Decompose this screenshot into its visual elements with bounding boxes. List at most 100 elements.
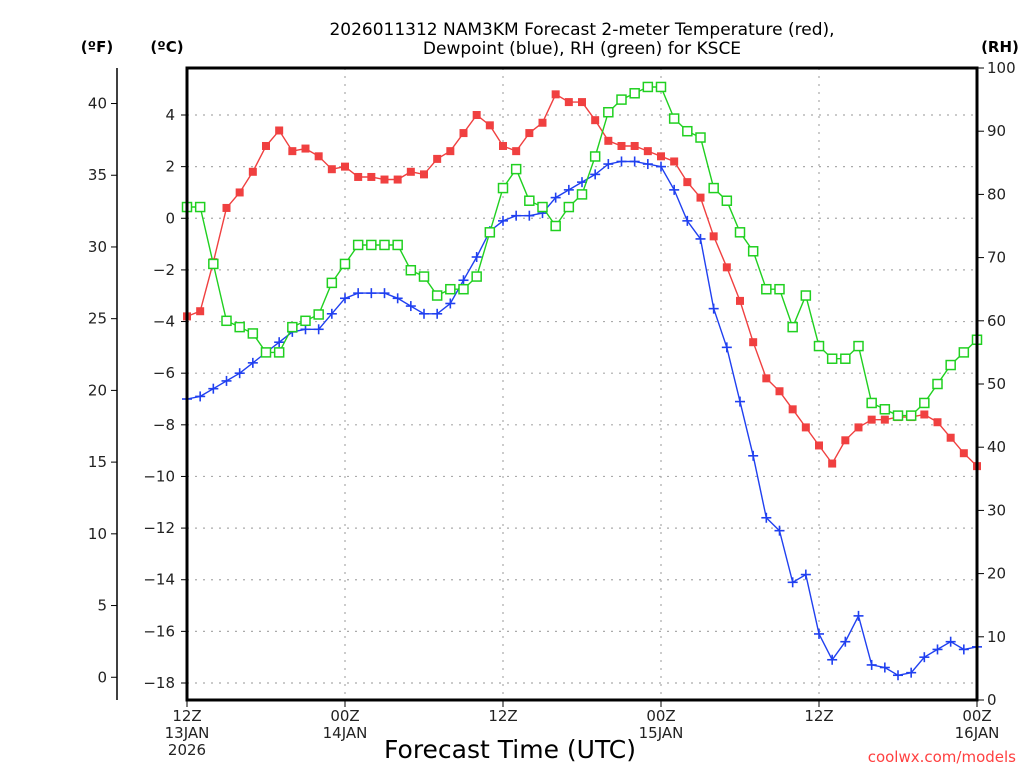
series-temperature: [183, 90, 981, 471]
dewpoint-point: [471, 252, 482, 262]
temperature-point: [327, 165, 336, 174]
temperature-point: [801, 423, 810, 432]
rh-point: [682, 125, 693, 137]
celsius-tick-label: −4: [153, 313, 175, 331]
temperature-point: [696, 193, 705, 202]
fahrenheit-tick-label: 30: [88, 238, 107, 256]
rh-point: [418, 271, 430, 282]
fahrenheit-axis: 0 5 10 15 20 25 30 35 40: [88, 68, 118, 700]
celsius-tick-label: −14: [143, 571, 175, 589]
rh-point: [221, 315, 232, 327]
temperature-point: [578, 98, 586, 107]
rh-point: [945, 359, 956, 371]
celsius-tick-label: 4: [165, 106, 175, 124]
dewpoint-point: [669, 184, 680, 195]
dewpoint-point: [577, 177, 587, 188]
rh-point: [208, 258, 219, 270]
temperature-point: [828, 459, 837, 468]
dewpoint-point: [247, 357, 258, 368]
temperature-point: [538, 118, 547, 127]
temperature-point: [380, 175, 389, 184]
temperature-point: [788, 405, 797, 414]
dewpoint-point: [392, 293, 403, 304]
rh-point: [642, 81, 654, 93]
dewpoint-point: [405, 301, 416, 312]
temperature-point: [393, 175, 402, 184]
rh-point: [458, 283, 469, 295]
rh-point: [287, 321, 298, 333]
rh-point: [905, 410, 917, 421]
rh-point: [339, 258, 351, 270]
rh-point: [853, 340, 864, 352]
rh-point: [892, 410, 904, 421]
rh-tick-label: 70: [987, 249, 1006, 267]
temperature-point: [288, 147, 297, 156]
dewpoint-point: [840, 636, 851, 647]
dewpoint-point: [445, 298, 456, 309]
temperature-point: [920, 410, 929, 419]
x-tick-label: 16JAN: [955, 724, 1000, 742]
celsius-tick-label: −6: [153, 364, 175, 382]
rh-point: [800, 290, 812, 301]
dewpoint-point: [958, 644, 969, 655]
temperature-point: [854, 423, 863, 432]
temperature-point: [959, 449, 968, 458]
temperature-point: [512, 147, 521, 156]
celsius-tick-label: 2: [165, 158, 175, 176]
rh-point: [524, 195, 535, 206]
dewpoint-point: [774, 525, 785, 536]
rh-point: [510, 163, 522, 175]
celsius-tick-label: −16: [143, 622, 175, 640]
x-axis-title: Forecast Time (UTC): [384, 735, 636, 764]
temperature-point: [446, 147, 455, 156]
rh-point: [695, 132, 706, 143]
temperature-point: [736, 296, 744, 305]
rh-tick-label: 50: [987, 375, 1006, 393]
rh-point: [563, 201, 575, 213]
dewpoint-point: [708, 303, 719, 314]
temperature-point: [749, 338, 758, 347]
rh-point: [879, 404, 891, 415]
fahrenheit-tick-label: 10: [88, 525, 107, 543]
x-tick-label: 15JAN: [639, 724, 684, 742]
dewpoint-point: [563, 184, 574, 195]
dewpoint-point: [590, 169, 601, 180]
rh-point: [326, 277, 338, 289]
dewpoint-point: [616, 156, 627, 167]
dewpoint-point: [550, 192, 561, 203]
temperature-point: [841, 436, 850, 445]
temperature-point: [248, 167, 257, 176]
dewpoint-point: [879, 662, 890, 673]
dewpoint-point: [656, 161, 666, 172]
series-dewpoint: [182, 156, 982, 681]
rh-point: [721, 195, 733, 206]
rh-point: [550, 220, 561, 232]
temperature-point: [762, 374, 771, 383]
celsius-axis-label: (ºC): [150, 38, 183, 56]
temperature-point: [222, 203, 231, 212]
rh-point: [734, 227, 746, 238]
dewpoint-point: [853, 610, 864, 621]
rh-point: [826, 353, 838, 364]
dewpoint-point: [695, 233, 706, 244]
rh-tick-label: 20: [987, 565, 1006, 583]
rh-point: [576, 189, 588, 200]
dewpoint-line: [186, 160, 978, 677]
x-tick-label: 12Z: [804, 707, 833, 725]
rh-point: [445, 283, 456, 295]
temperature-point: [643, 147, 652, 156]
temperature-point: [933, 418, 942, 427]
temperature-point: [670, 157, 679, 166]
temperature-point: [564, 98, 573, 107]
temperature-point: [867, 415, 876, 424]
dewpoint-point: [340, 293, 350, 304]
rh-point: [484, 227, 496, 238]
dewpoint-point: [932, 644, 943, 655]
dewpoint-point: [735, 396, 745, 407]
dewpoint-point: [458, 275, 469, 286]
temperature-point: [354, 172, 363, 181]
rh-tick-label: 80: [987, 185, 1006, 203]
fahrenheit-axis-label: (ºF): [81, 38, 113, 56]
rh-point: [958, 347, 970, 358]
